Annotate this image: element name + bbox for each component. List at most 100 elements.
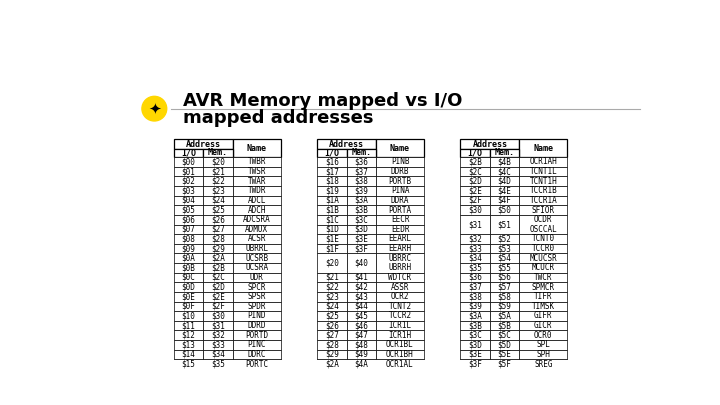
Bar: [203, 167, 233, 177]
Text: $44: $44: [354, 302, 368, 311]
Text: $33: $33: [468, 244, 482, 253]
Bar: [174, 282, 203, 292]
Bar: [461, 205, 490, 215]
Text: $2A: $2A: [211, 254, 225, 263]
Bar: [461, 167, 490, 177]
Text: Address: Address: [329, 140, 364, 149]
Bar: [346, 186, 376, 196]
Bar: [490, 273, 519, 282]
Bar: [203, 215, 233, 224]
Text: $5A: $5A: [498, 311, 512, 320]
Text: $11: $11: [181, 321, 195, 330]
Bar: [233, 196, 281, 205]
Bar: [203, 224, 233, 234]
Text: $3E: $3E: [354, 234, 368, 243]
Bar: [490, 359, 519, 369]
Bar: [174, 311, 203, 321]
Bar: [346, 350, 376, 359]
Text: $54: $54: [498, 254, 512, 263]
Bar: [519, 350, 567, 359]
Bar: [461, 139, 519, 149]
Bar: [233, 157, 281, 167]
Text: SPH: SPH: [536, 350, 550, 359]
Bar: [519, 254, 567, 263]
Bar: [203, 254, 233, 263]
Bar: [461, 157, 490, 167]
Text: $4F: $4F: [498, 196, 512, 205]
Text: TWCR: TWCR: [534, 273, 553, 282]
Text: UBRRC: UBRRC: [388, 254, 412, 263]
Bar: [203, 205, 233, 215]
Text: TCNT1L: TCNT1L: [529, 167, 557, 176]
Bar: [174, 205, 203, 215]
Bar: [317, 167, 346, 177]
Text: UDR: UDR: [250, 273, 264, 282]
Text: $39: $39: [354, 186, 368, 195]
Text: $41: $41: [354, 273, 368, 282]
Text: $35: $35: [468, 263, 482, 272]
Text: DDRA: DDRA: [391, 196, 409, 205]
Text: EECR: EECR: [391, 215, 409, 224]
Bar: [203, 196, 233, 205]
Text: $2E: $2E: [211, 292, 225, 301]
Text: ACSR: ACSR: [248, 234, 266, 243]
Bar: [376, 282, 424, 292]
Bar: [233, 302, 281, 311]
Text: $2E: $2E: [468, 186, 482, 195]
Bar: [461, 263, 490, 273]
Bar: [490, 149, 519, 157]
Text: Address: Address: [472, 140, 508, 149]
Bar: [174, 234, 203, 244]
Bar: [233, 273, 281, 282]
Text: $58: $58: [498, 292, 512, 301]
Text: $30: $30: [211, 311, 225, 320]
Text: $09: $09: [181, 244, 195, 253]
Text: $5D: $5D: [498, 340, 512, 350]
Text: $2D: $2D: [211, 283, 225, 292]
Text: $45: $45: [354, 311, 368, 320]
Text: $5C: $5C: [498, 331, 512, 340]
Text: MCUCR: MCUCR: [532, 263, 555, 272]
Text: $13: $13: [181, 340, 195, 350]
Text: OSCCAL: OSCCAL: [529, 225, 557, 234]
Text: $57: $57: [498, 283, 512, 292]
Text: $06: $06: [181, 215, 195, 224]
Bar: [203, 359, 233, 369]
Text: UBRRH: UBRRH: [388, 263, 412, 272]
Bar: [174, 273, 203, 282]
Text: $3F: $3F: [468, 360, 482, 369]
Text: $03: $03: [181, 186, 195, 195]
Text: SPL: SPL: [536, 340, 550, 350]
Text: $40: $40: [354, 258, 368, 268]
Text: $35: $35: [211, 360, 225, 369]
Text: AVR Memory mapped vs I/O: AVR Memory mapped vs I/O: [183, 92, 462, 110]
Bar: [519, 177, 567, 186]
Bar: [317, 186, 346, 196]
Text: $29: $29: [325, 350, 338, 359]
Text: $21: $21: [325, 273, 338, 282]
Text: SREG: SREG: [534, 360, 553, 369]
Text: $15: $15: [181, 360, 195, 369]
Text: $23: $23: [325, 292, 338, 301]
Text: $53: $53: [498, 244, 512, 253]
Text: DDRB: DDRB: [391, 167, 409, 176]
Bar: [490, 350, 519, 359]
Text: $19: $19: [325, 186, 338, 195]
Bar: [233, 167, 281, 177]
Text: TCNT2: TCNT2: [388, 302, 412, 311]
Bar: [317, 302, 346, 311]
Bar: [519, 244, 567, 254]
Bar: [174, 350, 203, 359]
Bar: [174, 157, 203, 167]
Bar: [203, 244, 233, 254]
Text: $4C: $4C: [498, 167, 512, 176]
Text: $1E: $1E: [325, 234, 338, 243]
Text: $42: $42: [354, 283, 368, 292]
Text: EEARL: EEARL: [388, 234, 412, 243]
Text: $4B: $4B: [498, 158, 512, 166]
Bar: [203, 302, 233, 311]
Bar: [461, 196, 490, 205]
Bar: [461, 311, 490, 321]
Bar: [376, 244, 424, 254]
Bar: [317, 177, 346, 186]
